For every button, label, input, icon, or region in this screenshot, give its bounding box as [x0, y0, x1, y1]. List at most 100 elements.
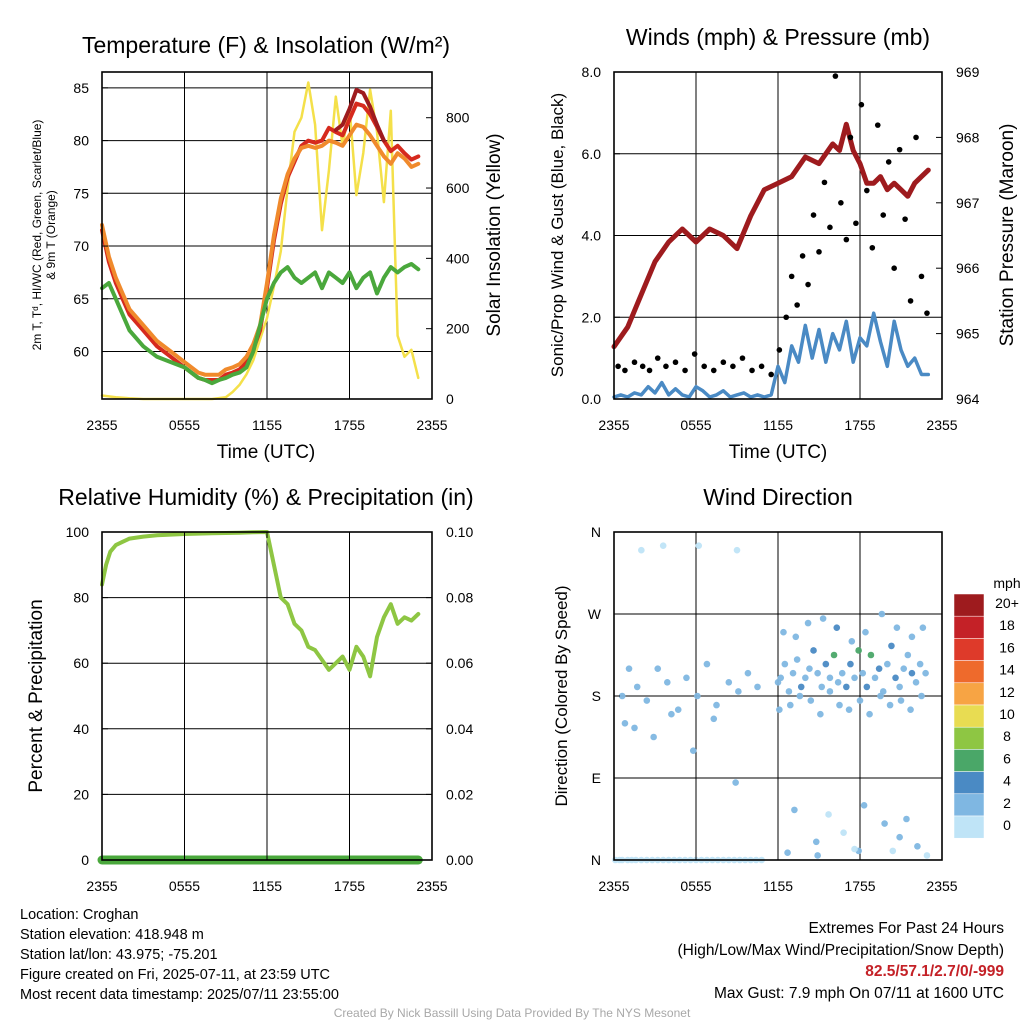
legend-swatch [953, 660, 985, 684]
direction-point [785, 688, 793, 695]
gust-point [864, 187, 870, 194]
direction-point [825, 811, 832, 818]
direction-point [834, 679, 842, 686]
gust-point [749, 367, 755, 374]
direction-point [845, 706, 853, 713]
temperature-ytick-right-label: 600 [446, 180, 470, 196]
direction-point [807, 697, 815, 704]
temperature-ytick-label: 60 [73, 344, 89, 360]
temperature-xtick-label: 0555 [169, 417, 200, 433]
gust-point [913, 134, 919, 141]
direction-ytick-label: S [592, 688, 601, 704]
direction-point [618, 692, 626, 700]
direction-point [871, 674, 879, 682]
temperature-series-line [100, 122, 421, 377]
temperature-ytick-right-label: 0 [446, 391, 454, 407]
gust-point [805, 281, 811, 288]
winds-ytick-label: 8.0 [582, 64, 602, 80]
winds-panel-title: Winds (mph) & Pressure (mb) [626, 24, 930, 50]
direction-point [822, 660, 830, 668]
gust-point [639, 363, 646, 370]
direction-point [826, 688, 834, 695]
temperature-ylabel-left-line2: & 9m T (Orange) [44, 190, 58, 280]
legend-label: 12 [999, 684, 1015, 700]
direction-xtick-label: 1155 [763, 878, 793, 894]
direction-point [908, 633, 916, 641]
legend-label: 10 [999, 706, 1015, 722]
direction-point [867, 651, 875, 659]
recent-timestamp: Most recent data timestamp: 2025/07/11 2… [20, 987, 339, 1003]
gust-point [710, 367, 717, 374]
direction-point [633, 683, 641, 691]
legend-label: 18 [999, 617, 1015, 633]
temperature-ytick-label: 65 [73, 291, 89, 307]
station-latlon: Station lat/lon: 43.975; -75.201 [20, 947, 218, 963]
temperature-ytick-label: 75 [73, 185, 89, 201]
direction-point [897, 697, 905, 704]
direction-point [754, 683, 761, 691]
extremes-box: Extremes For Past 24 Hours (High/Low/Max… [678, 918, 1005, 1004]
temperature-ytick-right-label: 800 [446, 110, 470, 126]
direction-point [907, 706, 914, 713]
direction-point [923, 852, 931, 859]
direction-point [889, 847, 897, 855]
direction-point [830, 651, 838, 659]
direction-point [694, 692, 701, 700]
direction-point [621, 720, 629, 727]
direction-panel-title: Wind Direction [703, 484, 853, 510]
humidity-line [100, 530, 421, 679]
direction-point [896, 833, 903, 841]
gust-point [730, 363, 736, 370]
direction-point [847, 660, 854, 668]
humidity-ytick-label: 60 [73, 655, 89, 671]
gust-point [816, 249, 822, 255]
pressure-line [611, 121, 931, 350]
direction-xtick-label: 1755 [844, 878, 875, 894]
direction-point [817, 710, 824, 718]
humidity-ytick-label: 20 [73, 786, 89, 802]
direction-ylabel-left: Direction (Colored By Speed) [552, 585, 571, 806]
direction-ytick-label: N [591, 852, 601, 868]
direction-point [789, 669, 797, 677]
winds-xtick-label: 1155 [763, 417, 793, 433]
gust-point [682, 367, 688, 374]
direction-point [908, 669, 916, 677]
legend-swatch [953, 726, 985, 750]
temperature-ytick-label: 80 [73, 133, 89, 149]
winds-xlabel: Time (UTC) [729, 442, 828, 463]
gust-point [768, 371, 774, 378]
direction-point [744, 669, 752, 677]
gust-point [758, 363, 765, 370]
temperature-xtick-label: 1755 [334, 417, 365, 433]
direction-point [836, 701, 843, 709]
temperature-ytick-label: 70 [73, 238, 89, 254]
humidity-ytick-right-label: 0.10 [446, 524, 473, 540]
direction-point [875, 665, 883, 672]
legend-label: 8 [1003, 728, 1011, 744]
gust-point [654, 355, 661, 361]
humidity-ytick-right-label: 0.08 [446, 590, 473, 606]
direction-point [896, 683, 903, 691]
direction-point [919, 624, 927, 631]
gust-point [701, 363, 707, 370]
direction-point [818, 683, 826, 691]
winds-ytick-label: 0.0 [582, 391, 602, 407]
temperature-xlabel: Time (UTC) [217, 442, 316, 463]
direction-point [859, 669, 867, 677]
direction-point [863, 683, 871, 691]
direction-point [796, 692, 804, 700]
humidity-ytick-right-label: 0.04 [446, 721, 473, 737]
legend-swatch [953, 638, 985, 661]
humidity-ytick-right-label: 0.00 [446, 852, 473, 868]
legend-label: 0 [1003, 817, 1011, 833]
gust-point [907, 298, 914, 304]
gust-point [843, 236, 850, 243]
direction-point [804, 619, 812, 627]
humidity-ytick-label: 80 [73, 590, 89, 606]
direction-point [903, 815, 910, 823]
station-elevation: Station elevation: 418.948 m [20, 927, 204, 943]
direction-point [695, 542, 703, 549]
direction-point [797, 683, 805, 691]
direction-point [851, 674, 858, 682]
direction-point [780, 628, 787, 636]
